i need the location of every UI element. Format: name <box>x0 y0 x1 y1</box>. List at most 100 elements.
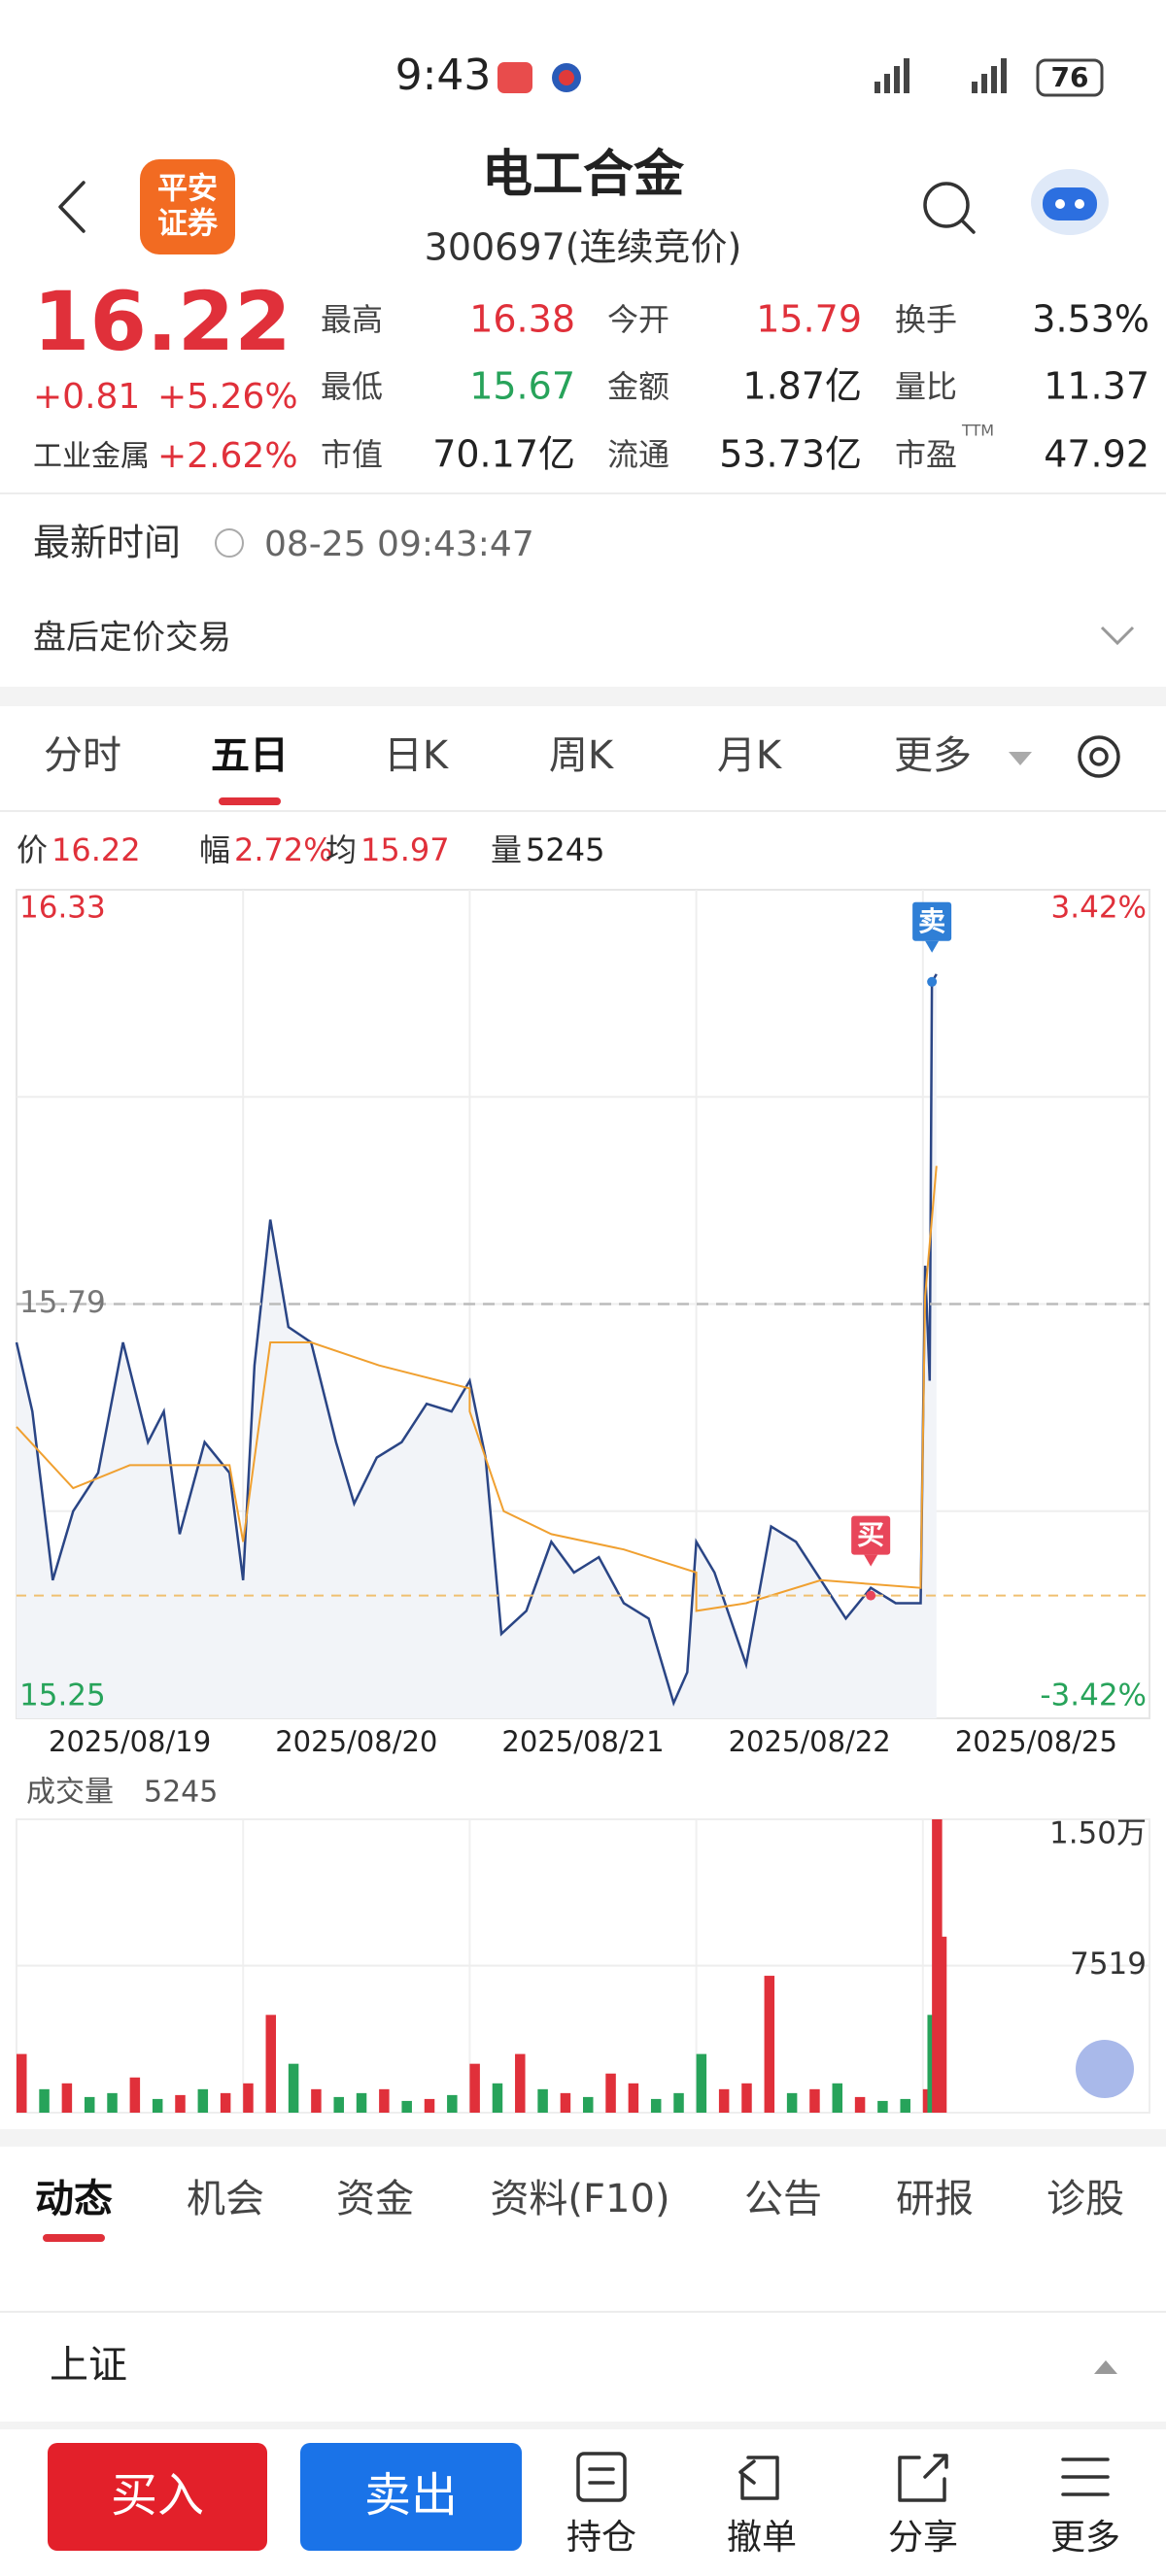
assistant-button[interactable] <box>1031 169 1109 235</box>
period-tab[interactable]: 周K <box>549 733 615 778</box>
info-value: 5245 <box>526 831 604 868</box>
x-tick-label: 2025/08/22 <box>729 1725 891 1758</box>
stat-label: 市值 <box>321 436 383 473</box>
stat-value: 1.87亿 <box>742 365 862 408</box>
volume-bar <box>469 2063 480 2113</box>
buy-label[interactable]: 买入 <box>111 2468 204 2523</box>
time-value: 08-25 09:43:47 <box>264 525 534 564</box>
volume-bar <box>243 2083 254 2113</box>
price-change: +0.81 <box>33 377 140 417</box>
volume-bar <box>447 2094 458 2113</box>
stat-label: 金额 <box>607 368 669 405</box>
tab-underline <box>43 2234 105 2242</box>
tool-label[interactable]: 分享 <box>888 2518 958 2558</box>
info-icon[interactable] <box>215 528 244 558</box>
period-tab[interactable]: 五日 <box>211 733 289 778</box>
volume-bar <box>560 2092 571 2113</box>
collapse-arrow[interactable] <box>1094 2360 1117 2374</box>
stat-value: 11.37 <box>1044 365 1149 408</box>
content-tab[interactable]: 公告 <box>744 2177 822 2221</box>
volume-bar <box>197 2088 209 2113</box>
volume-bar <box>741 2083 752 2113</box>
x-tick-label: 2025/08/21 <box>501 1725 664 1758</box>
volume-bar <box>424 2098 435 2113</box>
battery-level: 76 <box>1051 61 1089 93</box>
stat-value: 15.79 <box>756 298 862 341</box>
stat-label: 最高 <box>321 301 383 338</box>
status-icon <box>559 70 574 85</box>
volume-bar <box>628 2083 639 2113</box>
volume-bar <box>854 2096 866 2113</box>
content-tab[interactable]: 研报 <box>896 2177 974 2221</box>
tool-label[interactable]: 更多 <box>1050 2518 1120 2558</box>
volume-bar <box>605 2073 616 2113</box>
y2-tick-label: 3.42% <box>1051 891 1147 926</box>
more-arrow <box>1009 752 1032 765</box>
fullscreen-button[interactable] <box>1076 2040 1134 2098</box>
volume-bar <box>537 2088 548 2113</box>
sell-button[interactable] <box>300 2443 522 2551</box>
stat-value: 15.67 <box>469 365 575 408</box>
volume-bar <box>673 2092 684 2113</box>
volume-bar <box>265 2015 277 2113</box>
volume-bar <box>936 1936 947 2113</box>
volume-bar <box>356 2092 367 2113</box>
last-price: 16.22 <box>33 274 292 369</box>
info-label: 均 <box>326 831 357 868</box>
section-title[interactable]: 上证 <box>50 2343 127 2388</box>
volume-bar <box>107 2092 118 2113</box>
logo-text: 证券 <box>157 207 219 242</box>
y2-tick-label: -3.42% <box>1040 1678 1147 1713</box>
search-button[interactable] <box>923 182 976 234</box>
trade-pointer <box>925 940 940 953</box>
y-tick-label: 15.25 <box>19 1678 106 1713</box>
period-tab[interactable]: 更多 <box>894 733 972 778</box>
trade-label: 卖 <box>918 905 945 937</box>
tool-label[interactable]: 撤单 <box>727 2518 797 2558</box>
settings-button[interactable] <box>1078 735 1120 778</box>
volume-bar <box>129 2077 141 2113</box>
content-tab[interactable]: 资料(F10) <box>490 2177 669 2221</box>
volume-bar <box>764 1976 775 2113</box>
stat-label: 量比 <box>895 368 957 405</box>
tool-label[interactable]: 持仓 <box>566 2518 636 2558</box>
info-label: 量 <box>491 831 522 868</box>
period-tab[interactable]: 分时 <box>44 733 121 778</box>
volume-bar <box>175 2094 186 2113</box>
volume-bar <box>718 2088 730 2113</box>
stat-value: 3.53% <box>1032 298 1149 341</box>
info-value: 16.22 <box>51 831 141 868</box>
content-tab[interactable]: 机会 <box>187 2177 264 2221</box>
sector-name: 工业金属 <box>33 440 150 474</box>
volume-bar <box>786 2092 798 2113</box>
info-label: 价 <box>17 831 48 868</box>
trade-badge <box>851 1515 891 1555</box>
content-tab[interactable]: 资金 <box>336 2177 414 2221</box>
info-value: 2.72% <box>234 831 333 868</box>
content-tab[interactable]: 诊股 <box>1046 2177 1124 2221</box>
stat-value: 47.92 <box>1044 433 1149 476</box>
trade-pointer <box>864 1554 878 1567</box>
x-tick-label: 2025/08/19 <box>49 1725 211 1758</box>
stat-sup: TTM <box>961 422 994 440</box>
volume-bar <box>379 2088 390 2113</box>
sector-change: +2.62% <box>157 436 298 476</box>
y-tick-label: 16.33 <box>19 891 106 926</box>
expand-chevron[interactable] <box>1100 626 1135 646</box>
content-tab[interactable]: 动态 <box>35 2177 113 2221</box>
period-tab[interactable]: 月K <box>717 733 783 778</box>
buy-button[interactable] <box>48 2443 267 2551</box>
period-tab[interactable]: 日K <box>384 733 450 778</box>
stat-value: 53.73亿 <box>719 433 862 476</box>
after-hours[interactable]: 盘后定价交易 <box>33 619 231 658</box>
volume-latest: 5245 <box>144 1776 218 1810</box>
trade-point <box>866 1590 876 1601</box>
logo-text: 平安 <box>157 172 218 207</box>
sell-label[interactable]: 卖出 <box>364 2468 458 2523</box>
battery <box>1036 58 1104 97</box>
back-button[interactable] <box>58 181 86 233</box>
volume-bar <box>311 2088 322 2113</box>
price-change-pct: +5.26% <box>157 377 298 417</box>
